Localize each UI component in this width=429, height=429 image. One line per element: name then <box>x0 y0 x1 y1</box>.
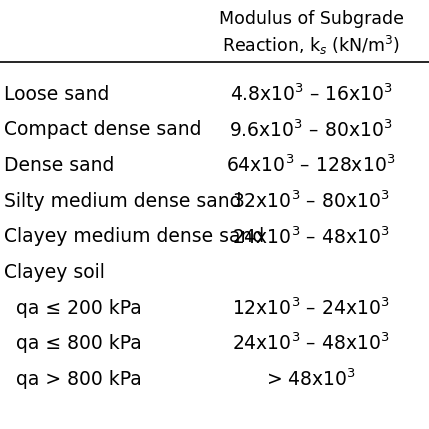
Text: 9.6x10$^3$ – 80x10$^3$: 9.6x10$^3$ – 80x10$^3$ <box>230 119 393 141</box>
Text: Clayey medium dense sand: Clayey medium dense sand <box>4 227 265 246</box>
Text: Modulus of Subgrade: Modulus of Subgrade <box>218 10 404 28</box>
Text: Clayey soil: Clayey soil <box>4 263 105 282</box>
Text: 24x10$^3$ – 48x10$^3$: 24x10$^3$ – 48x10$^3$ <box>232 333 390 354</box>
Text: qa ≤ 200 kPa: qa ≤ 200 kPa <box>4 299 142 317</box>
Text: 24x10$^3$ – 48x10$^3$: 24x10$^3$ – 48x10$^3$ <box>232 226 390 248</box>
Text: Silty medium dense sand: Silty medium dense sand <box>4 192 242 211</box>
Text: Compact dense sand: Compact dense sand <box>4 121 202 139</box>
Text: qa ≤ 800 kPa: qa ≤ 800 kPa <box>4 334 142 353</box>
Text: 32x10$^3$ – 80x10$^3$: 32x10$^3$ – 80x10$^3$ <box>232 190 390 212</box>
Text: 12x10$^3$ – 24x10$^3$: 12x10$^3$ – 24x10$^3$ <box>232 297 390 319</box>
Text: Dense sand: Dense sand <box>4 156 115 175</box>
Text: > 48x10$^3$: > 48x10$^3$ <box>266 369 356 390</box>
Text: Reaction, k$_s$ (kN/m$^3$): Reaction, k$_s$ (kN/m$^3$) <box>222 33 400 57</box>
Text: qa > 800 kPa: qa > 800 kPa <box>4 370 142 389</box>
Text: 4.8x10$^3$ – 16x10$^3$: 4.8x10$^3$ – 16x10$^3$ <box>230 84 393 105</box>
Text: 64x10$^3$ – 128x10$^3$: 64x10$^3$ – 128x10$^3$ <box>227 155 396 176</box>
Text: Loose sand: Loose sand <box>4 85 110 104</box>
